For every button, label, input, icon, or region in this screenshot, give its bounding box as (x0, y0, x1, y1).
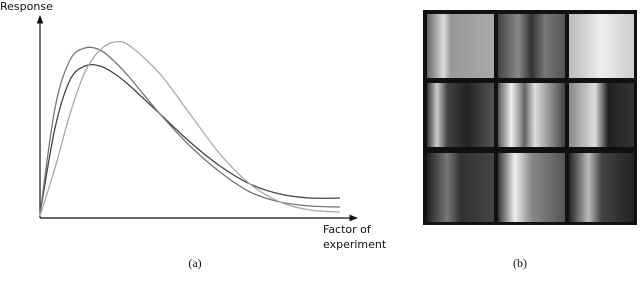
image-tile (498, 83, 565, 147)
line-series (39, 63, 341, 215)
image-tile (569, 83, 634, 147)
caption: (b) (513, 256, 527, 270)
image-tile (427, 14, 494, 78)
line-series (39, 46, 341, 215)
caption: (a) (188, 256, 201, 270)
line-series (39, 40, 341, 217)
image-tile (498, 153, 565, 222)
y-axis-label: Response (0, 0, 53, 13)
image-tile (427, 153, 494, 222)
image-tile (498, 14, 565, 78)
image-tile (569, 153, 634, 222)
image-grid (423, 10, 637, 225)
image-tile (427, 83, 494, 147)
x-axis-label: Factor of experiment (323, 223, 387, 251)
image-tile (569, 14, 634, 78)
